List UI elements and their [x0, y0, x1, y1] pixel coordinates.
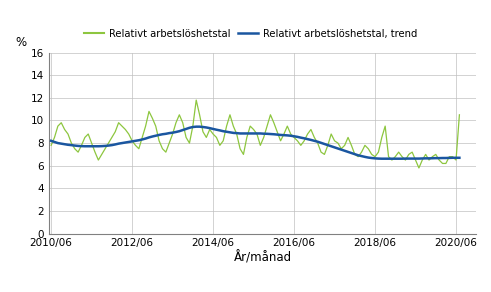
Text: %: %	[15, 36, 26, 49]
X-axis label: År/månad: År/månad	[234, 251, 292, 265]
Legend: Relativt arbetslöshetstal, Relativt arbetslöshetstal, trend: Relativt arbetslöshetstal, Relativt arbe…	[80, 25, 422, 43]
